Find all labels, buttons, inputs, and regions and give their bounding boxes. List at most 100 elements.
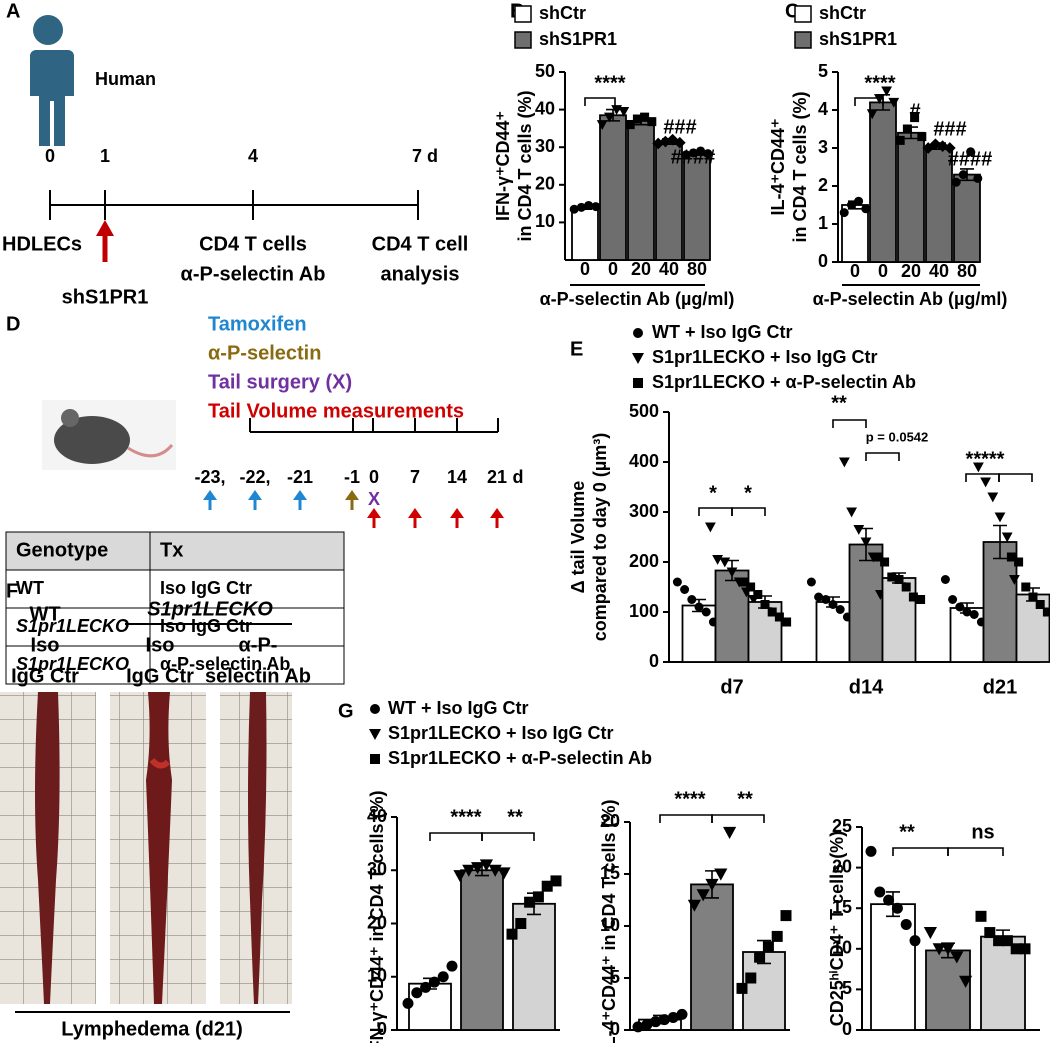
y-tick-label: 400 (629, 451, 659, 471)
bracket (865, 452, 900, 461)
y-tick-label: 40 (535, 98, 555, 118)
legend-marker (370, 754, 380, 764)
group-label: WT (29, 603, 60, 625)
point (866, 109, 878, 120)
point (814, 592, 824, 602)
point (943, 142, 956, 154)
event: CD4 T cells (199, 233, 307, 255)
y-tick-label: 30 (367, 859, 387, 879)
day: 0 (369, 467, 379, 487)
y-tick-label: 40 (367, 806, 387, 826)
annotation: #### (671, 146, 716, 168)
point (618, 106, 630, 117)
y-tick-label: 500 (629, 401, 659, 421)
point (846, 200, 856, 210)
bar (681, 604, 717, 663)
point (806, 577, 816, 587)
point (874, 886, 886, 898)
point (584, 200, 594, 210)
x-tick-label: 40 (929, 261, 949, 281)
annotation: #### (948, 148, 993, 170)
y-tick-label: 15 (832, 897, 852, 917)
tail-photos (0, 692, 292, 1004)
table-header: Genotype (16, 539, 108, 561)
bracket (429, 832, 483, 841)
y-tick-label: 20 (367, 912, 387, 932)
x-tick-label: 0 (608, 259, 618, 279)
point (701, 607, 711, 617)
legend-swatch (514, 5, 532, 23)
legend-marker (632, 353, 644, 364)
x-tick-label: 20 (631, 259, 651, 279)
day: 14 (447, 467, 467, 487)
point (515, 918, 527, 929)
y-tick-label: 5 (818, 61, 828, 81)
point (696, 889, 710, 902)
bracket (854, 97, 884, 106)
point (973, 173, 983, 183)
point (746, 582, 756, 592)
surgery-mark: X (368, 489, 380, 509)
point (941, 943, 955, 956)
bar (599, 114, 627, 261)
y-tick-label: 200 (629, 551, 659, 571)
point (861, 204, 871, 214)
point (471, 862, 485, 875)
table-cell: WT (16, 578, 44, 598)
table-cell: S1pr1LECKO (16, 654, 129, 674)
group-label: Iso (31, 634, 60, 656)
annotation: * (709, 482, 717, 504)
y-tick-label: 0 (649, 651, 659, 671)
legend-text: shCtr (819, 3, 866, 23)
point (854, 196, 864, 206)
timeline (49, 190, 419, 220)
legend-text: S1pr1LECKO + Iso IgG Ctr (652, 347, 878, 367)
point (1028, 592, 1038, 602)
group-label: IgG Ctr (11, 665, 79, 687)
day: -22, (239, 467, 270, 487)
point (1014, 557, 1024, 567)
bar (925, 145, 953, 263)
bracket (998, 473, 1033, 482)
y-tick-label: 10 (600, 915, 620, 935)
x-tick-label: d7 (720, 676, 743, 698)
x-tick-label: d14 (849, 676, 884, 698)
bar (925, 949, 971, 1031)
point (760, 600, 770, 609)
point (853, 525, 865, 535)
annotation: **** (594, 72, 625, 94)
day: 21 (487, 467, 507, 487)
panel-label: G (338, 700, 354, 722)
legend-marker (633, 328, 643, 338)
bracket (481, 832, 535, 841)
legend-text: shS1PR1 (819, 29, 897, 49)
point (453, 870, 467, 883)
point (687, 595, 697, 604)
legend-text: Tail surgery (X) (208, 371, 352, 393)
legend-text: α-P-selectin (208, 342, 321, 364)
legend-text: Tamoxifen (208, 313, 307, 335)
point (754, 951, 766, 963)
point (959, 975, 973, 988)
point (782, 617, 792, 627)
y-tick-label: 0 (377, 1019, 387, 1039)
point (632, 1021, 644, 1033)
x-axis-label: α-P-selectin Ab (µg/ml) (540, 289, 735, 309)
x-tick-label: 40 (659, 259, 679, 279)
point (1009, 575, 1020, 585)
x-tick-label: 0 (850, 261, 860, 281)
point (437, 971, 449, 983)
point (604, 112, 615, 123)
point (771, 930, 783, 942)
legend-swatch (794, 5, 812, 23)
point (1035, 600, 1045, 609)
point (667, 1012, 679, 1024)
timeline (249, 418, 499, 433)
point (641, 1019, 653, 1031)
legend-text: shS1PR1 (539, 29, 617, 49)
y-axis-label: IFN-γ⁺CD44⁺ in CD4 T cells (%) (367, 790, 387, 1043)
point (723, 826, 737, 839)
legend-marker (369, 729, 381, 740)
point (908, 592, 918, 602)
annotation: # (909, 100, 920, 122)
